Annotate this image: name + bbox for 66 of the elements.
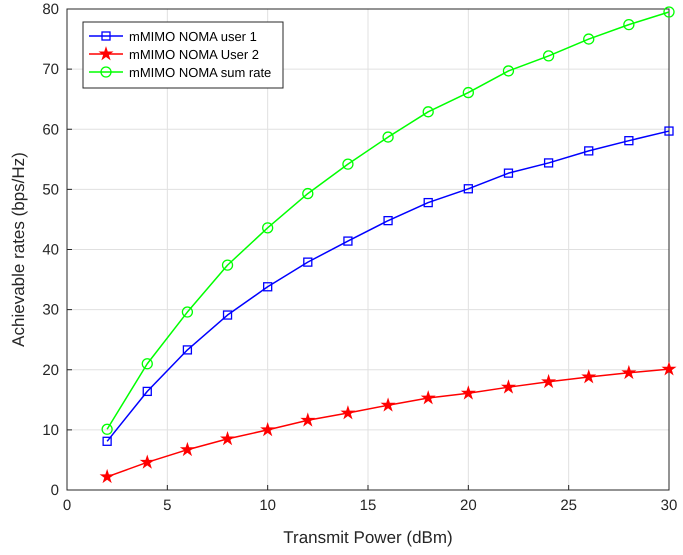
point: [462, 86, 474, 98]
point: [262, 222, 274, 234]
point: [624, 136, 634, 146]
point: [302, 188, 314, 200]
point: [100, 468, 115, 484]
y-axis-title: Achievable rates (bps/Hz): [9, 152, 28, 347]
point: [300, 412, 316, 427]
x-tick-label: 0: [62, 497, 72, 514]
legend-label: mMIMO NOMA sum rate: [129, 65, 272, 80]
point: [380, 397, 396, 412]
point: [664, 126, 674, 136]
point: [222, 310, 232, 320]
y-tick-label: 40: [42, 242, 59, 258]
x-tick-label: 20: [460, 497, 477, 514]
point: [460, 385, 476, 400]
point: [142, 358, 153, 370]
point: [343, 236, 353, 246]
y-tick-label: 30: [42, 302, 59, 319]
y-tick-label: 80: [42, 1, 59, 18]
point: [500, 379, 516, 394]
point: [182, 306, 194, 318]
x-tick-label: 10: [259, 497, 276, 514]
point: [222, 259, 234, 271]
y-tick-label: 10: [42, 422, 59, 439]
point: [140, 454, 155, 469]
point: [464, 184, 473, 194]
point: [340, 405, 356, 420]
point: [584, 146, 594, 156]
point: [303, 257, 312, 267]
point: [542, 50, 554, 62]
x-axis-title: Transmit Power (dBm): [283, 528, 453, 547]
point: [504, 168, 514, 178]
point: [541, 374, 556, 388]
point: [142, 386, 152, 396]
point: [182, 345, 192, 355]
point: [422, 106, 434, 118]
point: [581, 369, 596, 384]
x-tick-label: 5: [163, 497, 172, 514]
y-tick-label: 20: [42, 362, 59, 379]
x-tick-label: 15: [360, 497, 376, 514]
point: [661, 361, 677, 376]
y-tick-label: 60: [42, 121, 59, 138]
y-tick-label: 70: [42, 61, 59, 78]
point: [544, 158, 554, 168]
point: [102, 436, 112, 446]
point: [502, 65, 514, 77]
point: [101, 424, 113, 435]
legend-label: mMIMO NOMA user 1: [129, 29, 257, 44]
point: [383, 216, 393, 226]
point: [583, 33, 594, 45]
point: [623, 18, 635, 30]
legend-label: mMIMO NOMA User 2: [129, 47, 260, 62]
point: [382, 131, 394, 143]
point: [342, 158, 354, 170]
point: [220, 430, 236, 446]
y-tick-label: 50: [42, 181, 59, 198]
point: [420, 390, 436, 404]
y-tick-label: 0: [50, 482, 59, 499]
x-tick-label: 30: [660, 497, 678, 514]
point: [260, 422, 276, 436]
x-tick-label: 25: [560, 497, 578, 514]
point: [263, 282, 272, 292]
point: [424, 198, 433, 208]
point: [663, 6, 675, 18]
point: [621, 364, 636, 380]
point: [180, 442, 195, 456]
